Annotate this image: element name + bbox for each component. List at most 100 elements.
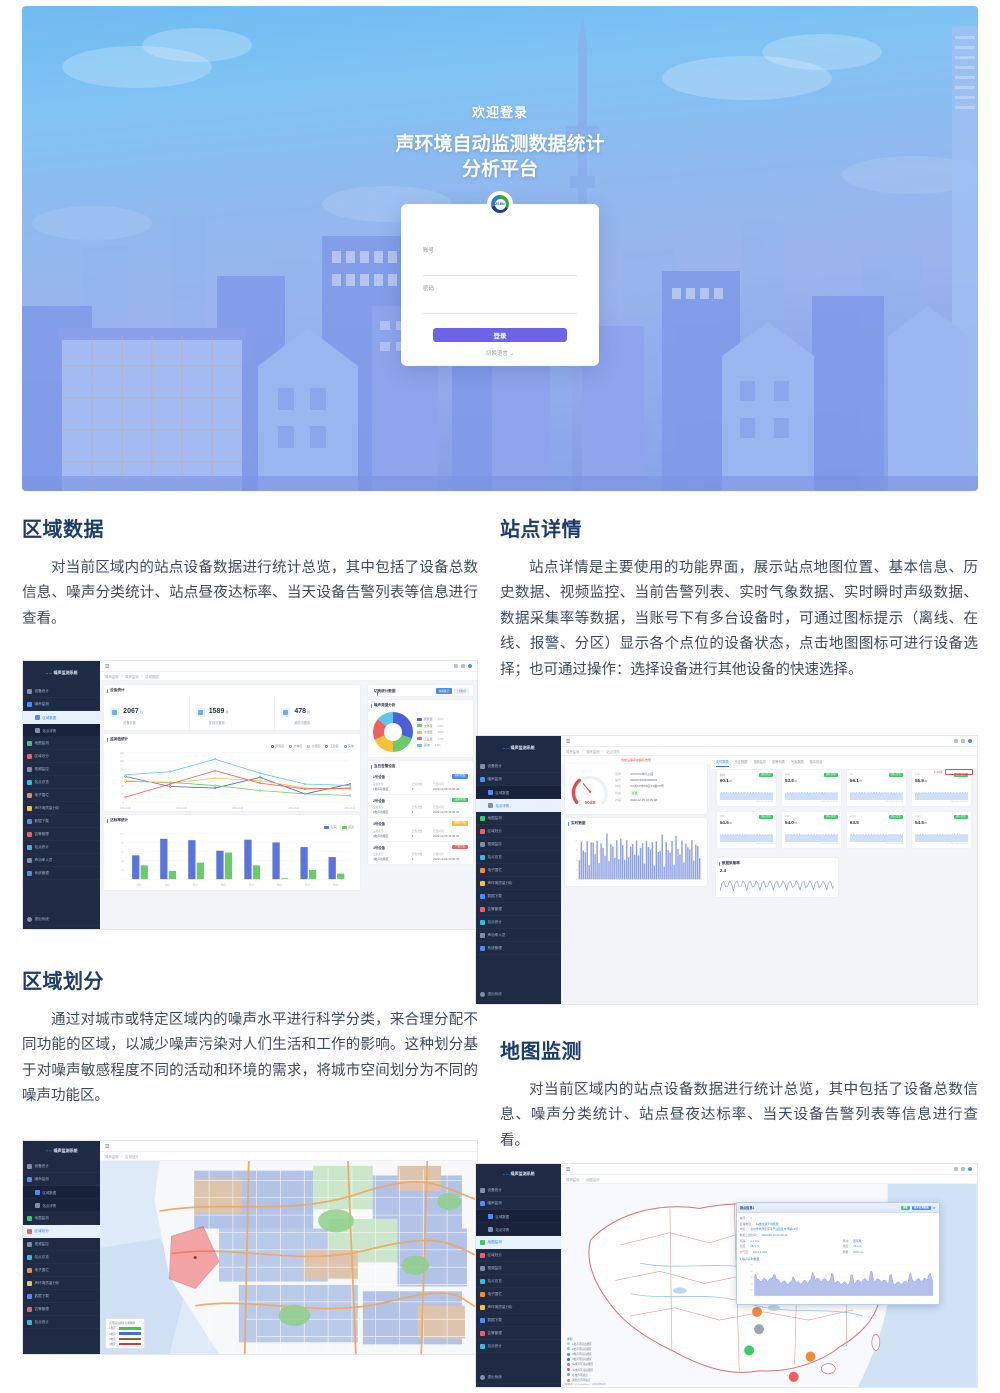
sidebar-item-2[interactable]: 区域数据 [476,786,562,800]
legend-item[interactable]: 工业区 [325,744,339,748]
sidebar-item-9[interactable]: 声环境质量分析 [23,1277,100,1290]
sidebar-item-3[interactable]: 站点详情 [23,724,101,738]
popup-detail-button[interactable]: 详情 [900,1205,910,1211]
sidebar-item-4[interactable]: 地图监测 [23,737,100,750]
sidebar-item-6[interactable]: 视频监控 [476,1262,561,1275]
sidebar-item-7[interactable]: 站点总览 [23,776,100,789]
sidebar-item-logout[interactable]: 退出系统 [23,913,100,926]
sidebar-item-3[interactable]: 站点详情 [23,1199,101,1213]
switch-current-button[interactable]: 本期统计 [436,688,452,694]
sidebar-item-10[interactable]: 数据下载 [476,890,561,903]
legend-item[interactable]: 其他 [343,744,354,748]
donut-legend-item[interactable]: 交通区 19% [416,730,443,734]
sidebar-item-9[interactable]: 声环境质量分析 [23,802,100,815]
sidebar-footer[interactable]: 退出系统 [476,1371,561,1384]
password-input[interactable] [423,301,577,314]
alarm-list-item[interactable]: 2号设备 设备离线 设备类型 2类声功能区 告警次数 4 告警时间 2022-12-05 16… [367,795,473,818]
hamburger-icon[interactable] [105,1144,110,1148]
tab-5[interactable]: 基本信息 [809,760,823,764]
sidebar-footer[interactable]: 退出系统 [476,988,561,1001]
account-input[interactable] [423,263,577,276]
breadcrumb-item[interactable]: 噪声监测 [566,749,580,754]
sidebar-item-12[interactable]: 站点统计 [476,1340,561,1353]
refresh-icon[interactable] [954,739,958,743]
sidebar-item-12[interactable]: 站点统计 [23,1316,100,1329]
zoning-map-canvas[interactable]: 声环境功能区分类图例 1类区 2类区 3类区 4类区 [100,1161,477,1354]
sidebar-item-3[interactable]: 站点详情 [476,1223,562,1237]
alarm-list-item[interactable]: 1号设备 超标报警 设备类型 1类声功能区 告警次数 3 告警时间 2022-12-05 16… [367,771,473,795]
sidebar-item-logout[interactable]: 退出系统 [476,1371,561,1384]
breadcrumb-item[interactable]: 噪声监测 [105,1154,119,1159]
sidebar-item-11[interactable]: 告警管理 [476,903,561,916]
sidebar-item-14[interactable]: 系统管理 [23,867,100,880]
fullscreen-icon[interactable] [961,1167,965,1171]
sidebar-item-8[interactable]: 电子围栏 [23,1264,100,1277]
breadcrumb-item[interactable]: 噪声监测 [586,749,600,754]
sidebar-item-0[interactable]: 设备统计 [23,685,100,698]
map-legend-item[interactable]: 4类声环境功能区 [567,1357,593,1361]
sidebar-item-13[interactable]: 声功率人员 [476,929,561,942]
sidebar-item-5[interactable]: 区域划分 [476,825,561,838]
metric-card-1[interactable]: Leq 达标正常 53.9dB 2022-09-13 16:30 [780,769,842,808]
sidebar-item-13[interactable]: 声功率人员 [23,854,100,867]
sidebar-item-0[interactable]: 设备统计 [476,760,561,773]
sidebar-item-3[interactable]: 站点详情 [476,799,562,813]
sidebar-item-2[interactable]: 区域数据 [23,1186,101,1200]
donut-legend-item[interactable]: 其他 14% [416,743,443,747]
metric-card-6[interactable]: Lmax 达标正常 63.5 2022-09-13 16:30 [845,811,907,850]
sidebar-item-1[interactable]: 噪声监测 [23,1173,100,1186]
sidebar-item-8[interactable]: 电子围栏 [476,1288,561,1301]
sidebar-item-7[interactable]: 站点总览 [23,1251,100,1264]
sidebar-item-2[interactable]: 区域数据 [476,1210,562,1224]
map-legend-item[interactable]: 3类声环境功能区 [567,1352,593,1356]
fullscreen-icon[interactable] [461,664,465,668]
avatar-icon[interactable] [468,664,472,668]
switch-previous-button[interactable]: 上期统计 [453,688,469,694]
china-map-canvas[interactable]: 测点信息1 详情 更多监测数据 ✕ 编号： 1 区域类别： 4a类交通干线两侧 地址：泉… [561,1184,977,1387]
sidebar-item-4[interactable]: 地图监测 [476,1236,562,1250]
alarm-list-item[interactable]: 3号设备 数据异常 设备类型 3类声功能区 告警次数 6 告警时间 2022-12-05 16… [367,818,473,842]
sidebar-item-4[interactable]: 地图监测 [23,1212,100,1225]
sidebar-item-9[interactable]: 声环境质量分析 [476,1301,561,1314]
sidebar-item-11[interactable]: 告警管理 [476,1327,561,1340]
sidebar-item-8[interactable]: 电子围栏 [476,864,561,877]
map-legend-item[interactable]: 4b类声环境功能区 [567,1368,593,1372]
sidebar-item-1[interactable]: 噪声监测 [476,1197,561,1210]
login-button[interactable]: 登录 [433,328,567,342]
metric-card-2[interactable]: L5 达标正常 56.1dB 2022-09-13 16:30 [845,769,907,808]
tab-1[interactable]: 历史数据 [734,760,748,764]
hamburger-icon[interactable] [566,739,571,743]
sidebar-item-12[interactable]: 站点统计 [476,916,561,929]
map-legend-item[interactable]: 国控点声环境点 [567,1378,593,1382]
popup-more-button[interactable]: 更多监测数据 [911,1205,931,1211]
metric-card-4[interactable]: L50 达标正常 54.6dB 2022-09-13 16:30 [715,811,777,850]
map-legend-item[interactable]: 2类声环境功能区 [567,1347,593,1351]
tab-3[interactable]: 告警列表 [772,760,785,764]
sidebar-item-6[interactable]: 视频监控 [23,763,100,776]
sidebar-item-10[interactable]: 数据下载 [23,815,100,828]
sidebar-item-10[interactable]: 数据下载 [476,1314,561,1327]
sidebar-item-8[interactable]: 电子围栏 [23,789,100,802]
legend-item[interactable]: 文体区 [289,744,302,748]
breadcrumb-item[interactable]: 噪声监测 [125,674,139,679]
fullscreen-icon[interactable] [961,739,965,743]
legend-item[interactable]: 夜间 [341,825,354,829]
avatar-icon[interactable] [968,739,972,743]
donut-legend-item[interactable]: 居民区 30% [416,717,443,721]
hamburger-icon[interactable] [105,664,110,668]
breadcrumb-item[interactable]: 噪声监测 [566,1177,580,1182]
breadcrumb-item[interactable]: 噪声监测 [105,674,119,679]
refresh-icon[interactable] [954,1167,958,1171]
sidebar-item-5[interactable]: 区域划分 [23,750,100,763]
tab-0[interactable]: 实时数据 [715,759,729,767]
metric-card-5[interactable]: L90 达标正常 54.0dB 2022-09-13 16:30 [780,811,842,850]
sidebar-item-5[interactable]: 区域划分 [476,1249,561,1262]
sidebar-item-0[interactable]: 设备统计 [476,1184,561,1197]
map-legend-item[interactable]: 在线声环境点 [567,1373,593,1377]
sidebar-item-14[interactable]: 系统管理 [476,942,561,955]
sidebar-item-12[interactable]: 站点统计 [23,841,100,854]
sidebar-item-7[interactable]: 站点总览 [476,851,561,864]
avatar-icon[interactable] [968,1167,972,1171]
sidebar-item-1[interactable]: 噪声监测 [23,698,100,711]
map-legend-item[interactable]: 1类声环境功能区 [567,1342,593,1346]
